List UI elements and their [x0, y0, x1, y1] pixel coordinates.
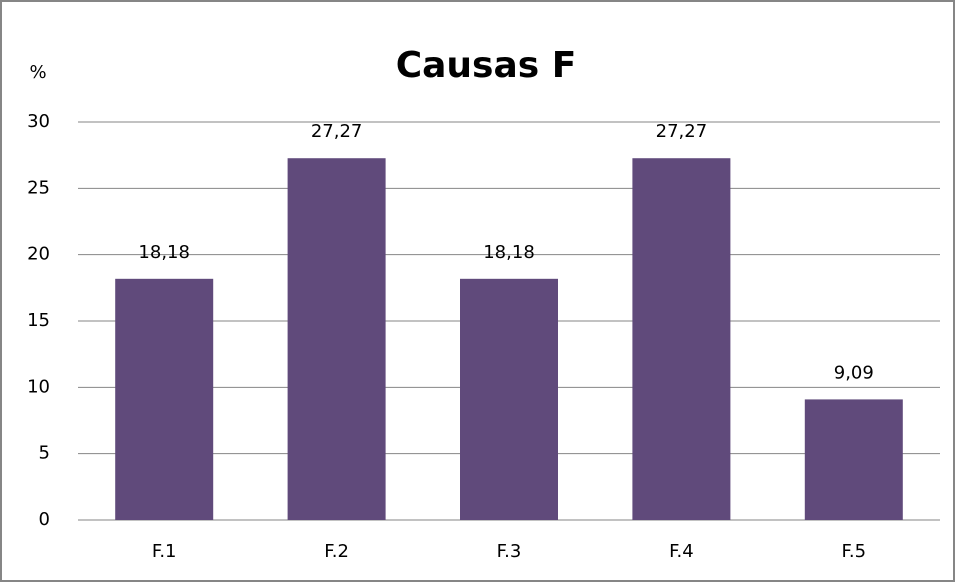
x-tick-label: F.3 — [497, 541, 522, 562]
y-tick-label: 15 — [27, 310, 50, 331]
x-tick-label: F.5 — [841, 541, 866, 562]
x-tick-label: F.1 — [152, 541, 177, 562]
x-tick-label: F.4 — [669, 541, 694, 562]
y-axis-label: % — [29, 62, 46, 83]
y-tick-label: 30 — [27, 111, 50, 132]
bar — [804, 399, 903, 520]
bar — [632, 158, 731, 520]
bar — [115, 278, 214, 520]
x-tick-label: F.2 — [324, 541, 349, 562]
bar — [460, 278, 558, 520]
value-label: 27,27 — [656, 121, 708, 142]
bar — [287, 158, 386, 520]
y-tick-label: 10 — [27, 376, 50, 397]
value-label: 18,18 — [138, 242, 190, 263]
value-label: 18,18 — [483, 242, 535, 263]
value-label: 9,09 — [834, 362, 874, 383]
chart-title: Causas F — [396, 45, 577, 86]
value-label: 27,27 — [311, 121, 363, 142]
y-tick-label: 5 — [39, 443, 50, 464]
y-tick-label: 0 — [39, 509, 50, 530]
y-tick-label: 25 — [27, 177, 50, 198]
y-tick-label: 20 — [27, 244, 50, 265]
